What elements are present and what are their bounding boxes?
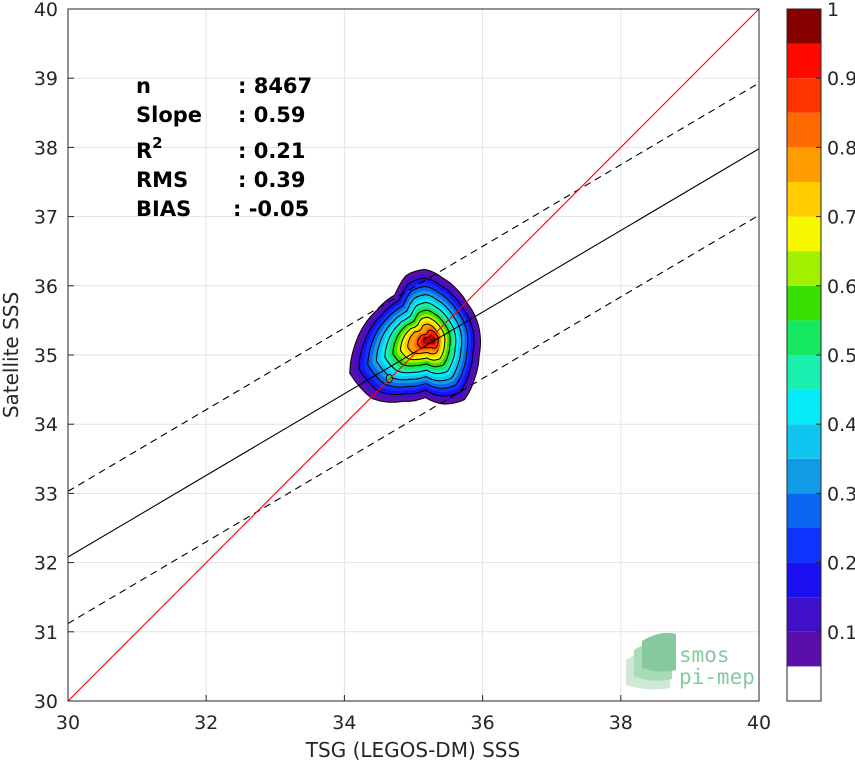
colorbar-segment bbox=[787, 251, 821, 286]
colorbar-segment bbox=[787, 562, 821, 598]
upper-bound-line bbox=[68, 82, 759, 492]
x-axis-ticks: 30 32 34 36 38 40 bbox=[56, 695, 771, 734]
colorbar-tick-label: 0.2 bbox=[827, 553, 855, 575]
colorbar-segment bbox=[787, 631, 821, 667]
smos-pi-mep-logo-icon bbox=[626, 632, 676, 690]
y-tick-label: 32 bbox=[34, 553, 58, 575]
stat-bias-label: BIAS bbox=[136, 197, 191, 221]
x-tick-label: 36 bbox=[471, 712, 495, 734]
grid bbox=[67, 8, 760, 702]
y-axis-ticks: 30 31 32 33 34 35 36 37 38 39 40 bbox=[34, 0, 74, 713]
stat-slope-value: : 0.59 bbox=[238, 103, 306, 127]
y-tick-label: 30 bbox=[34, 691, 58, 713]
colorbar-segment bbox=[787, 182, 821, 217]
colorbar-segment bbox=[787, 216, 821, 252]
stat-n-label: n bbox=[136, 74, 151, 98]
stats-box: n : 8467 Slope : 0.59 R2 : 0.21 RMS : 0.… bbox=[136, 74, 312, 221]
watermark: smos pi-mep bbox=[626, 632, 755, 690]
colorbar-tick-label: 0.7 bbox=[827, 207, 855, 229]
colorbar-segment bbox=[787, 9, 821, 44]
y-tick-label: 35 bbox=[34, 345, 58, 367]
stat-rms-value: : 0.39 bbox=[238, 168, 306, 192]
x-tick-label: 30 bbox=[56, 712, 80, 734]
y-tick-label: 39 bbox=[34, 68, 58, 90]
colorbar-segment bbox=[787, 424, 821, 459]
stat-r2-label: R2 bbox=[136, 134, 163, 163]
y-tick-label: 36 bbox=[34, 276, 58, 298]
colorbar-segment bbox=[787, 320, 821, 355]
reference-lines bbox=[68, 9, 759, 701]
stat-r2-base: R bbox=[136, 139, 152, 163]
x-tick-label: 40 bbox=[747, 712, 771, 734]
watermark-line1: smos bbox=[679, 643, 730, 667]
x-tick-label: 34 bbox=[332, 712, 356, 734]
y-tick-label: 37 bbox=[34, 207, 58, 229]
colorbar-tick-label: 1 bbox=[827, 0, 839, 21]
colorbar-tick-label: 0.3 bbox=[827, 483, 855, 505]
colorbar-segment bbox=[787, 285, 821, 321]
stat-r2-sup: 2 bbox=[152, 134, 162, 152]
x-tick-label: 38 bbox=[609, 712, 633, 734]
y-tick-label: 33 bbox=[34, 483, 58, 505]
stat-n-value: : 8467 bbox=[238, 74, 312, 98]
colorbar-tick-label: 0.4 bbox=[827, 414, 855, 436]
colorbar-tick-label: 0.5 bbox=[827, 345, 855, 367]
y-tick-label: 31 bbox=[34, 622, 58, 644]
stat-bias-value: : -0.05 bbox=[233, 197, 309, 221]
colorbar-tick-label: 0.1 bbox=[827, 622, 855, 644]
stat-rms-label: RMS bbox=[136, 168, 188, 192]
colorbar-segment bbox=[787, 597, 821, 632]
colorbar-segment bbox=[787, 389, 821, 425]
colorbar-segment bbox=[787, 528, 821, 563]
colorbar-segment bbox=[787, 493, 821, 528]
y-axis-label: Satellite SSS bbox=[0, 292, 23, 418]
x-axis-label: TSG (LEGOS-DM) SSS bbox=[305, 738, 520, 762]
colorbar: 0.1 0.2 0.3 0.4 0.5 0.6 0.7 0.8 0.9 1 bbox=[786, 0, 855, 702]
colorbar-tick-label: 0.8 bbox=[827, 137, 855, 159]
y-tick-label: 40 bbox=[34, 0, 58, 21]
watermark-line2: pi-mep bbox=[679, 665, 755, 689]
colorbar-segment bbox=[787, 78, 821, 113]
colorbar-segment bbox=[787, 147, 821, 182]
density-contours bbox=[349, 268, 482, 405]
stat-slope-label: Slope bbox=[136, 103, 202, 127]
identity-line bbox=[68, 9, 759, 701]
colorbar-tick-label: 0.9 bbox=[827, 68, 855, 90]
colorbar-segment bbox=[787, 355, 821, 390]
x-tick-label: 32 bbox=[194, 712, 218, 734]
y-tick-label: 38 bbox=[34, 137, 58, 159]
regression-line bbox=[68, 148, 759, 558]
colorbar-segment bbox=[787, 112, 821, 148]
colorbar-segment bbox=[787, 43, 821, 79]
colorbar-bottom-segment bbox=[787, 666, 821, 701]
lower-bound-line bbox=[68, 214, 759, 624]
colorbar-segment bbox=[787, 458, 821, 494]
y-tick-label: 34 bbox=[34, 414, 58, 436]
stat-r2-value: : 0.21 bbox=[238, 139, 306, 163]
colorbar-tick-label: 0.6 bbox=[827, 276, 855, 298]
